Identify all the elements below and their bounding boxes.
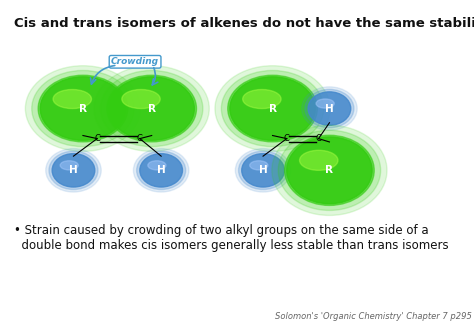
Ellipse shape bbox=[221, 70, 324, 147]
Ellipse shape bbox=[305, 89, 354, 128]
Ellipse shape bbox=[238, 151, 288, 190]
Text: C: C bbox=[137, 134, 143, 143]
Ellipse shape bbox=[148, 161, 166, 170]
Ellipse shape bbox=[308, 92, 351, 125]
Ellipse shape bbox=[46, 149, 101, 192]
Ellipse shape bbox=[49, 151, 98, 190]
Ellipse shape bbox=[94, 66, 210, 151]
Ellipse shape bbox=[287, 137, 372, 204]
Ellipse shape bbox=[122, 90, 160, 109]
Text: R: R bbox=[148, 104, 155, 114]
Ellipse shape bbox=[230, 77, 315, 140]
Ellipse shape bbox=[32, 70, 134, 147]
Ellipse shape bbox=[25, 66, 140, 151]
Ellipse shape bbox=[215, 66, 330, 151]
Ellipse shape bbox=[107, 75, 196, 142]
Text: H: H bbox=[325, 104, 334, 114]
Text: Crowding: Crowding bbox=[111, 57, 159, 66]
Ellipse shape bbox=[40, 77, 126, 140]
Ellipse shape bbox=[272, 125, 387, 215]
Ellipse shape bbox=[38, 75, 128, 142]
Ellipse shape bbox=[100, 70, 203, 147]
Ellipse shape bbox=[316, 99, 334, 108]
Text: C: C bbox=[284, 134, 290, 143]
Text: R: R bbox=[326, 165, 333, 175]
Text: R: R bbox=[79, 104, 87, 114]
Ellipse shape bbox=[60, 161, 78, 170]
Ellipse shape bbox=[250, 161, 268, 170]
Ellipse shape bbox=[236, 149, 291, 192]
Text: Solomon's 'Organic Chemistry' Chapter 7 p295: Solomon's 'Organic Chemistry' Chapter 7 … bbox=[275, 312, 472, 321]
Text: C: C bbox=[316, 134, 321, 143]
Text: H: H bbox=[157, 165, 165, 175]
Ellipse shape bbox=[301, 87, 357, 130]
Text: H: H bbox=[69, 165, 78, 175]
Ellipse shape bbox=[284, 135, 374, 205]
Text: Cis and trans isomers of alkenes do not have the same stability: Cis and trans isomers of alkenes do not … bbox=[14, 17, 474, 30]
Text: R: R bbox=[269, 104, 276, 114]
Ellipse shape bbox=[242, 154, 284, 187]
Ellipse shape bbox=[137, 151, 186, 190]
Ellipse shape bbox=[140, 154, 182, 187]
Ellipse shape bbox=[300, 150, 338, 170]
Ellipse shape bbox=[52, 154, 95, 187]
Text: H: H bbox=[259, 165, 267, 175]
Text: C: C bbox=[94, 134, 100, 143]
Text: • Strain caused by crowding of two alkyl groups on the same side of a
  double b: • Strain caused by crowding of two alkyl… bbox=[14, 224, 449, 252]
Ellipse shape bbox=[228, 75, 317, 142]
Ellipse shape bbox=[278, 130, 381, 210]
Ellipse shape bbox=[109, 77, 194, 140]
Ellipse shape bbox=[53, 90, 91, 109]
Ellipse shape bbox=[243, 90, 281, 109]
Ellipse shape bbox=[134, 149, 189, 192]
